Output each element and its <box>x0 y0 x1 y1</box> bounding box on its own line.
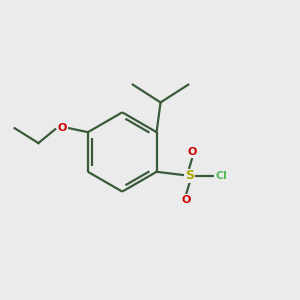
Text: Cl: Cl <box>215 171 227 181</box>
Text: O: O <box>58 123 67 133</box>
Text: S: S <box>185 169 194 182</box>
Text: O: O <box>182 194 191 205</box>
Text: O: O <box>188 147 197 157</box>
